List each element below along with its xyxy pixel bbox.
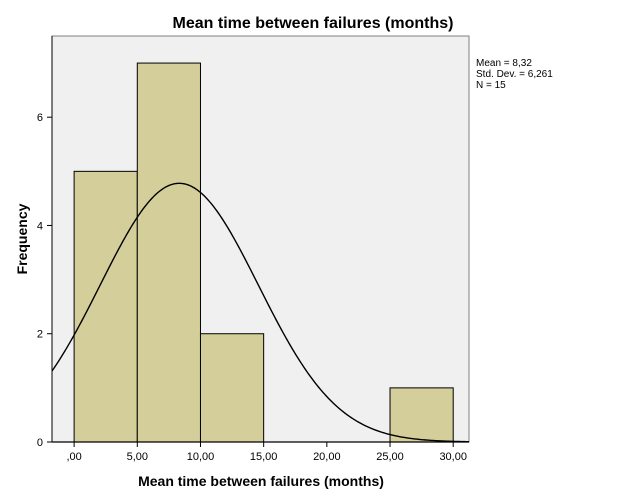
x-tick-label: 10,00 — [187, 451, 215, 463]
x-tick-label: 30,00 — [439, 451, 467, 463]
x-tick-label: 5,00 — [127, 451, 148, 463]
histogram-bar-0 — [73, 170, 138, 443]
y-tick-label: 0 — [37, 437, 43, 449]
histogram-bar-5 — [389, 387, 454, 443]
y-axis-title: Frequency — [14, 203, 30, 274]
y-tick-label: 6 — [37, 112, 43, 124]
y-tick-label: 4 — [37, 220, 43, 232]
histogram-bar-2 — [199, 333, 265, 443]
x-axis-title: Mean time between failures (months) — [138, 473, 384, 489]
normal-curve — [51, 182, 470, 443]
x-tick-label: 15,00 — [250, 451, 278, 463]
x-tick-label: 25,00 — [376, 451, 404, 463]
histogram-bar-1 — [136, 62, 201, 443]
chart-title: Mean time between failures (months) — [173, 15, 454, 32]
stats-line: Std. Dev. = 6,261 — [476, 69, 553, 80]
x-tick-label: ,00 — [66, 451, 81, 463]
y-tick-label: 2 — [37, 329, 43, 341]
x-tick-label: 20,00 — [313, 451, 341, 463]
stats-line: N = 15 — [476, 80, 506, 91]
stats-line: Mean = 8,32 — [476, 58, 532, 69]
